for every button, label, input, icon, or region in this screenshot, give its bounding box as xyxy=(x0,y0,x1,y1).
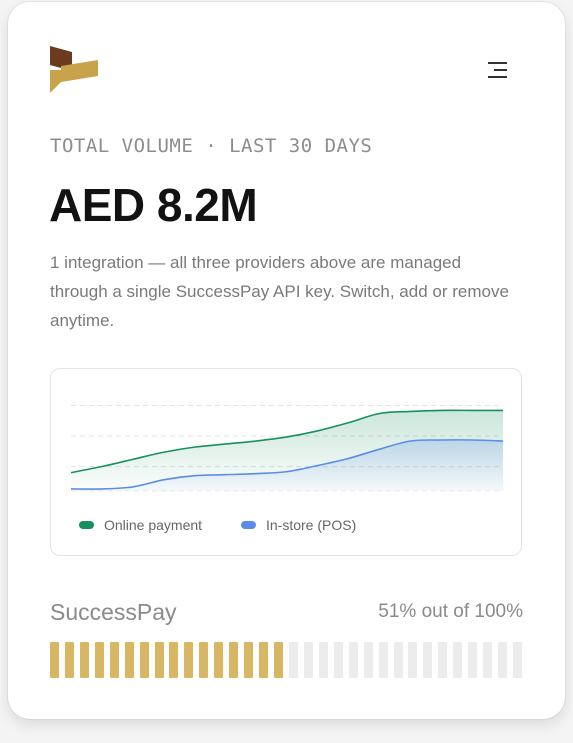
progress-segment xyxy=(408,642,418,678)
progress-segment xyxy=(303,642,313,678)
progress-segment xyxy=(513,642,522,678)
progress-segment xyxy=(468,642,478,678)
provider-name: SuccessPay xyxy=(50,599,177,625)
legend-label-online: Online payment xyxy=(104,517,203,533)
legend-online-payment: Online payment xyxy=(79,517,202,533)
volume-chart: Online payment In-store (POS) xyxy=(50,368,522,556)
progress-segment xyxy=(318,642,328,678)
progress-segment xyxy=(378,642,388,678)
progress-segment xyxy=(229,642,239,678)
brand-logo-icon xyxy=(50,46,98,93)
progress-segment xyxy=(244,642,254,678)
legend-label-pos: In-store (POS) xyxy=(266,517,357,533)
legend-in-store: In-store (POS) xyxy=(241,517,356,533)
progress-segment xyxy=(393,642,403,678)
progress-segment xyxy=(64,642,74,678)
progress-segment xyxy=(288,642,298,678)
menu-button[interactable] xyxy=(484,56,512,84)
progress-segment xyxy=(169,642,179,678)
progress-segment xyxy=(50,642,59,678)
progress-segment xyxy=(453,642,463,678)
progress-segment xyxy=(79,642,89,678)
legend-swatch-pos xyxy=(241,521,256,529)
progress-segment xyxy=(483,642,493,678)
progress-segment xyxy=(423,642,433,678)
progress-segment xyxy=(139,642,149,678)
progress-segment xyxy=(348,642,358,678)
provider-progress-bar xyxy=(50,642,522,678)
provider-progress-text: 51% out of 100% xyxy=(378,601,523,622)
progress-segment xyxy=(199,642,209,678)
progress-segment xyxy=(363,642,373,678)
series-in-store-line xyxy=(70,439,504,490)
progress-segment xyxy=(259,642,269,678)
progress-segment xyxy=(333,642,343,678)
progress-segment xyxy=(124,642,134,678)
progress-segment xyxy=(498,642,508,678)
volume-card: TOTAL VOLUME · LAST 30 DAYS AED 8.2M 1 i… xyxy=(8,2,565,719)
progress-segment xyxy=(274,642,284,678)
volume-chart-plot xyxy=(70,404,504,492)
progress-segment xyxy=(214,642,224,678)
series-in-store-area xyxy=(71,439,503,491)
legend-swatch-online xyxy=(79,521,94,529)
progress-segment xyxy=(184,642,194,678)
integration-description: 1 integration — all three providers abov… xyxy=(50,253,509,330)
progress-segment xyxy=(438,642,448,678)
progress-segment xyxy=(109,642,119,678)
total-volume-amount: AED 8.2M xyxy=(49,179,258,231)
series-online-payment-line xyxy=(70,409,503,474)
progress-segment xyxy=(154,642,164,678)
progress-segment xyxy=(94,642,104,678)
menu-icon xyxy=(488,62,507,78)
period-label: TOTAL VOLUME · LAST 30 DAYS xyxy=(50,135,373,157)
